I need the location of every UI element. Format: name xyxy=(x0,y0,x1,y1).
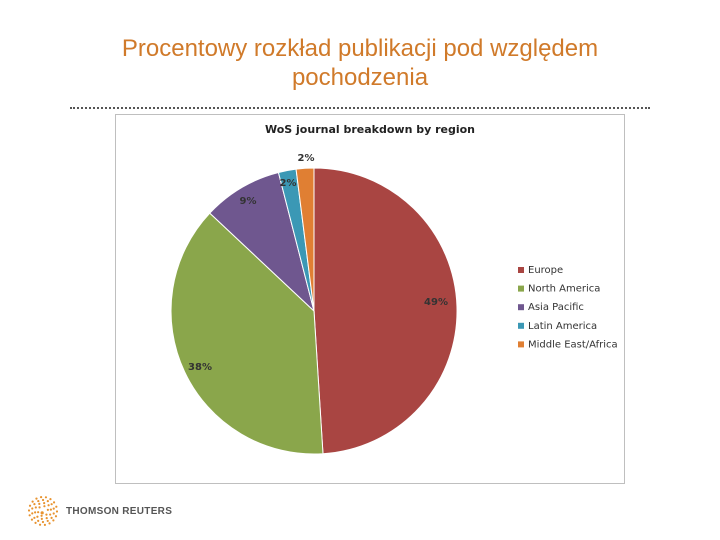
data-label-europe: 49% xyxy=(424,297,448,308)
slide-title: Procentowy rozkład publikacji pod względ… xyxy=(40,34,680,92)
legend-label: North America xyxy=(528,284,600,295)
legend-swatch xyxy=(518,322,524,329)
chart-area: WoS journal breakdown by region 49% 38% 9%… xyxy=(115,114,625,484)
pie-slices xyxy=(170,167,458,455)
pie-slice-asia-pacific xyxy=(209,171,315,313)
thomson-reuters-logo-icon xyxy=(28,496,58,526)
pie-slice-middle-east-africa xyxy=(295,167,315,312)
brand-name: THOMSON REUTERS xyxy=(66,505,173,517)
slide-title-line-1: Procentowy rozkład publikacji pod względ… xyxy=(121,35,599,62)
title-divider xyxy=(70,107,650,109)
data-label-north-america: 38% xyxy=(188,362,212,373)
data-label-middle-east-africa: 2% xyxy=(298,153,315,164)
legend-item-middle-east-africa: Middle East/Africa xyxy=(518,339,618,350)
legend-item-europe: Europe xyxy=(518,265,563,276)
slide-title-line-2: pochodzenia xyxy=(291,64,429,91)
legend-item-north-america: North America xyxy=(518,284,600,295)
data-label-latin-america: 2% xyxy=(280,178,297,189)
legend-item-asia-pacific: Asia Pacific xyxy=(518,302,584,313)
legend-item-latin-america: Latin America xyxy=(518,321,597,332)
legend-label: Latin America xyxy=(528,321,597,332)
legend-label: Middle East/Africa xyxy=(528,339,618,350)
legend-swatch xyxy=(518,341,524,348)
legend-label: Asia Pacific xyxy=(528,302,584,313)
legend-swatch xyxy=(518,304,524,311)
legend-swatch xyxy=(518,285,524,292)
pie-data-labels: 49% 38% 9% 2% 2% xyxy=(188,153,448,373)
chart-title: WoS journal breakdown by region xyxy=(265,123,475,136)
legend-label: Europe xyxy=(528,265,563,276)
pie-slice-europe xyxy=(313,167,458,455)
brand-footer: THOMSON REUTERS xyxy=(28,496,172,526)
chart-legend: Europe North America Asia Pacific Latin Ame… xyxy=(518,265,618,350)
pie-chart: WoS journal breakdown by region 49% 38% 9%… xyxy=(170,123,618,455)
pie-slice-north-america xyxy=(170,212,324,455)
legend-swatch xyxy=(518,267,524,273)
data-label-asia-pacific: 9% xyxy=(240,196,257,207)
